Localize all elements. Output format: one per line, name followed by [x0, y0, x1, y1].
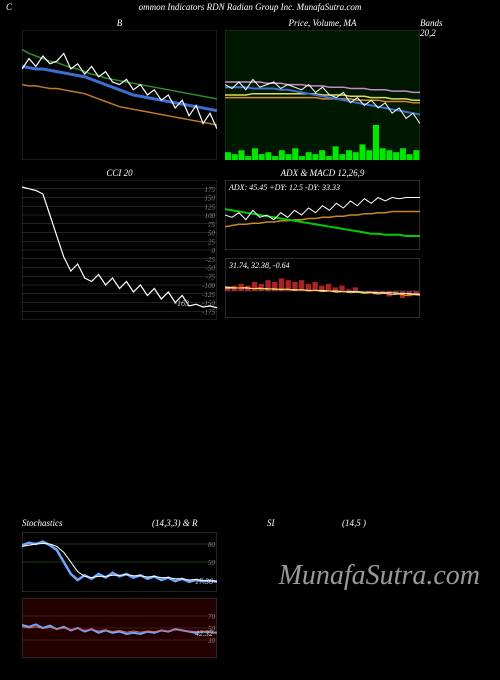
page-header: C ommon Indicators RDN Radian Group Inc.… — [0, 2, 500, 12]
svg-text:-125: -125 — [202, 291, 215, 299]
svg-text:175: 175 — [205, 186, 216, 194]
svg-text:125: 125 — [205, 203, 216, 211]
bbands-title: B — [22, 18, 217, 28]
svg-text:25: 25 — [208, 238, 216, 246]
header-left: C — [6, 2, 12, 12]
svg-text:50: 50 — [208, 559, 216, 567]
stoch-t2: (14,3,3) & R — [152, 518, 198, 528]
svg-text:100: 100 — [205, 212, 216, 220]
chart-cci: CCI 201751501251007550250-25-50-75-100-1… — [22, 180, 217, 320]
volma-title: Price, Volume, MA — [225, 18, 420, 28]
stoch-title-row: Stochastics (14,3,3) & R SI (14,5 ) — [22, 518, 490, 528]
svg-text:150: 150 — [205, 195, 216, 203]
stoch-t4: (14,5 ) — [342, 518, 366, 528]
svg-text:75: 75 — [208, 221, 216, 229]
watermark: MunafaSutra.com — [279, 560, 480, 592]
svg-text:-25: -25 — [206, 256, 216, 264]
chart-macd: 31.74, 32.38, -0.64 — [225, 258, 420, 318]
svg-text:-100: -100 — [202, 282, 215, 290]
header-center: ommon Indicators RDN Radian Group Inc. M… — [139, 2, 362, 12]
cci-title: CCI 20 — [22, 168, 217, 178]
svg-text:-175: -175 — [202, 308, 215, 316]
svg-text:ADX: 45.45 +DY: 12.5 -DY: 33.3: ADX: 45.45 +DY: 12.5 -DY: 33.33 — [228, 183, 340, 192]
svg-text:31.74, 32.38, -0.64: 31.74, 32.38, -0.64 — [228, 261, 290, 270]
svg-text:70: 70 — [208, 613, 216, 621]
svg-text:80: 80 — [208, 541, 216, 549]
stoch-t1: Stochastics — [22, 518, 63, 528]
svg-text:50: 50 — [208, 230, 216, 238]
bbands-right-title: Bands 20,2 — [420, 18, 443, 38]
svg-text:30: 30 — [207, 637, 216, 645]
cci-last-label: -163 — [174, 299, 189, 308]
adx-title: ADX & MACD 12,26,9 — [225, 168, 420, 178]
stoch-t3: SI — [267, 518, 275, 528]
chart-adx: ADX & MACD 12,26,9ADX: 45.45 +DY: 12.5 -… — [225, 180, 420, 250]
chart-stoch: 80 50 17.36 — [22, 532, 217, 592]
rsi-last: 42.32 — [195, 629, 213, 638]
chart-bbands: BBands 20,2 — [22, 30, 217, 160]
svg-text:0: 0 — [212, 247, 216, 255]
chart-volma: Price, Volume, MA — [225, 30, 420, 160]
stoch-last: 17.36 — [195, 577, 213, 586]
chart-rsi: 70503042.32 — [22, 598, 217, 658]
svg-text:-75: -75 — [206, 273, 216, 281]
svg-text:-50: -50 — [206, 265, 216, 273]
